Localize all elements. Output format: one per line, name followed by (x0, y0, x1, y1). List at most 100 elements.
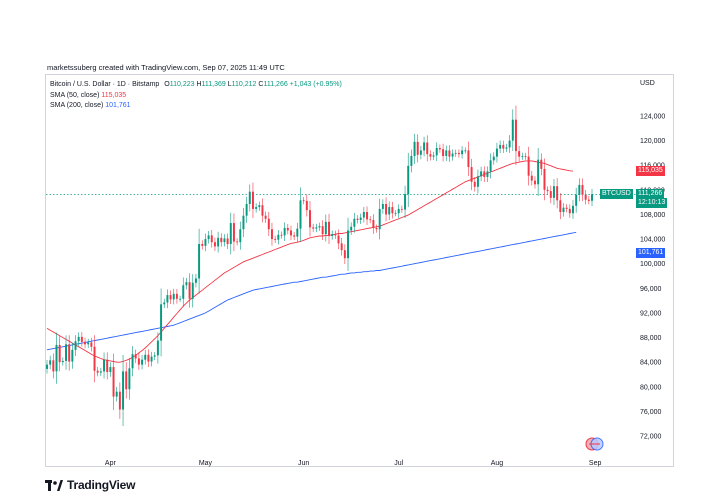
candle-body (511, 119, 514, 141)
y-tick-label: 124,000 (640, 114, 665, 121)
candle-body (52, 360, 55, 372)
candle-body (122, 371, 125, 410)
candle-body (442, 149, 445, 156)
candle-body (578, 184, 581, 195)
candle-body (429, 154, 432, 157)
candle-body (106, 359, 109, 372)
candle-body (68, 344, 71, 362)
candle-body (169, 295, 172, 300)
legend-sma50-row[interactable]: SMA (50, close) 115,035 (50, 91, 342, 102)
candle-body (134, 354, 137, 359)
legend-symbol[interactable]: Bitcoin / U.S. Dollar · 1D · Bitstamp (50, 81, 160, 88)
legend-o-label: O (164, 81, 170, 88)
candle-body (372, 220, 375, 228)
symbol-tag: BTCUSD (600, 189, 633, 199)
candle-body (340, 243, 343, 251)
candle-body (391, 207, 394, 214)
candle-body (264, 215, 267, 219)
candle-body (366, 212, 369, 220)
candle-body (400, 208, 403, 210)
candle-body (156, 340, 159, 356)
candle-body (587, 199, 590, 201)
candle-body (492, 156, 495, 161)
candle-body (568, 208, 571, 214)
candle-body (305, 200, 308, 211)
candle-body (198, 244, 201, 279)
candle-body (115, 391, 118, 397)
events-icon[interactable] (583, 436, 607, 452)
chart-frame (45, 74, 674, 467)
candle-body (61, 360, 64, 363)
candle-body (432, 155, 435, 157)
candle-body (378, 208, 381, 230)
legend-sma200-row[interactable]: SMA (200, close) 101,761 (50, 101, 342, 112)
candle-body (559, 200, 562, 212)
y-tick-label: 84,000 (640, 360, 662, 367)
x-tick-label: Sep (589, 460, 602, 467)
candle-body (533, 180, 536, 185)
candle-body (556, 186, 559, 201)
candle-body (194, 278, 197, 283)
candle-body (362, 212, 365, 218)
candle-body (343, 250, 346, 259)
candle-body (296, 228, 299, 237)
candle-body (103, 359, 106, 372)
candle-body (537, 159, 540, 185)
tradingview-logo[interactable]: TradingView (45, 478, 135, 492)
candle-body (267, 218, 270, 230)
candle-body (347, 230, 349, 259)
candle-body (435, 148, 438, 156)
candle-body (350, 226, 353, 231)
candle-body (302, 200, 305, 202)
candle-body (530, 175, 533, 181)
candle-body (410, 156, 413, 166)
candle-body (394, 213, 397, 215)
candle-body (331, 234, 334, 236)
candle-body (454, 152, 457, 154)
candle-body (575, 194, 578, 206)
y-tick-label: 88,000 (640, 335, 662, 342)
candle-body (207, 235, 210, 240)
candle-body (175, 293, 178, 299)
sma200-line (46, 231, 577, 351)
candle-body (204, 239, 207, 246)
candle-body (397, 208, 400, 214)
candle-body (483, 171, 486, 177)
candle-body (562, 207, 565, 212)
candle-body (461, 150, 464, 155)
candle-body (359, 217, 362, 220)
candle-body (388, 207, 391, 215)
candle-body (77, 336, 80, 342)
x-tick-label: May (199, 460, 213, 467)
candle-body (381, 204, 384, 209)
legend-close: 111,266 (263, 81, 288, 88)
candle-body (549, 191, 552, 198)
candle-body (201, 244, 204, 246)
x-tick-label: Apr (105, 460, 117, 467)
candle-body (502, 144, 505, 149)
candle-body (505, 147, 508, 149)
candle-body (584, 194, 587, 200)
candle-body (236, 241, 239, 243)
legend-low: 110,212 (231, 81, 257, 88)
chart-credit: marketssuberg created with TradingView.c… (47, 63, 285, 72)
candle-body (445, 150, 448, 156)
candle-body (581, 184, 584, 195)
candle-body (416, 141, 419, 155)
candle-body (312, 227, 315, 229)
candle-body (438, 148, 441, 150)
candle-body (290, 230, 292, 236)
legend-h-label: H (196, 81, 202, 88)
candle-body (71, 349, 74, 362)
candle-body (112, 367, 115, 397)
candle-body (591, 194, 593, 201)
candle-body (251, 191, 254, 209)
y-tick-label: 72,000 (640, 434, 662, 441)
candle-body (261, 205, 264, 216)
candle-body (217, 237, 220, 247)
candle-body (213, 242, 216, 247)
currency-label[interactable]: USD (640, 80, 655, 87)
sma50-line (46, 160, 574, 363)
candle-body (473, 181, 476, 187)
